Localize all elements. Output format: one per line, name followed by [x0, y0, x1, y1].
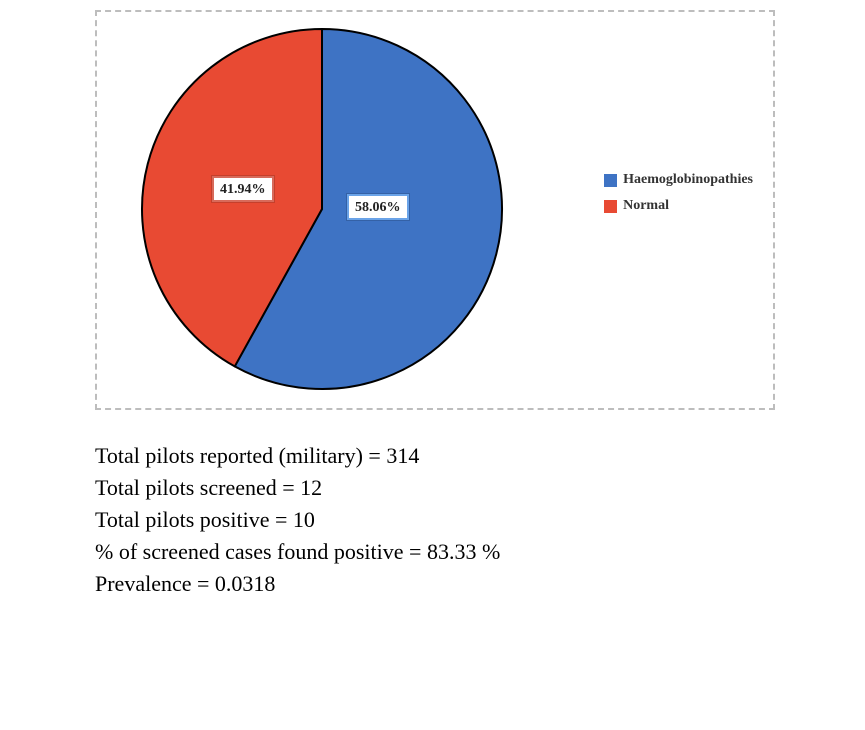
stat-row-1: Total pilots screened = 12 [95, 472, 865, 504]
stat-eq-1: = [277, 475, 300, 500]
legend-label-haemoglobinopathies: Haemoglobinopathies [623, 172, 753, 188]
stat-row-0: Total pilots reported (military) = 314 [95, 440, 865, 472]
stat-label-0: Total pilots reported (military) [95, 443, 363, 468]
slice-label-normal: 41.94% [212, 176, 274, 202]
stat-value-4: 0.0318 [215, 571, 276, 596]
pie-chart-container: 58.06% 41.94% Haemoglobinopathies Normal [95, 10, 775, 410]
stat-value-2: 10 [293, 507, 315, 532]
pie-chart: 58.06% 41.94% [137, 24, 507, 394]
stat-eq-3: = [404, 539, 427, 564]
stat-eq-0: = [363, 443, 386, 468]
legend-item-normal: Normal [604, 198, 753, 214]
stat-row-3: % of screened cases found positive = 83.… [95, 536, 865, 568]
legend-swatch-normal [604, 200, 617, 213]
stat-eq-4: = [192, 571, 215, 596]
stat-value-3: 83.33 % [427, 539, 500, 564]
stat-eq-2: = [269, 507, 292, 532]
pie-svg [137, 24, 507, 394]
slice-label-normal-text: 41.94% [220, 182, 266, 197]
legend-item-haemoglobinopathies: Haemoglobinopathies [604, 172, 753, 188]
legend-swatch-haemoglobinopathies [604, 174, 617, 187]
stats-block: Total pilots reported (military) = 314 T… [95, 440, 865, 599]
stat-label-1: Total pilots screened [95, 475, 277, 500]
stat-value-1: 12 [300, 475, 322, 500]
stat-label-3: % of screened cases found positive [95, 539, 404, 564]
stat-row-2: Total pilots positive = 10 [95, 504, 865, 536]
stat-label-2: Total pilots positive [95, 507, 269, 532]
slice-label-haemoglobinopathies: 58.06% [347, 194, 409, 220]
stat-label-4: Prevalence [95, 571, 192, 596]
slice-label-haemoglobinopathies-text: 58.06% [355, 200, 401, 215]
legend: Haemoglobinopathies Normal [604, 172, 753, 224]
stat-row-4: Prevalence = 0.0318 [95, 568, 865, 600]
stat-value-0: 314 [386, 443, 419, 468]
legend-label-normal: Normal [623, 198, 669, 214]
